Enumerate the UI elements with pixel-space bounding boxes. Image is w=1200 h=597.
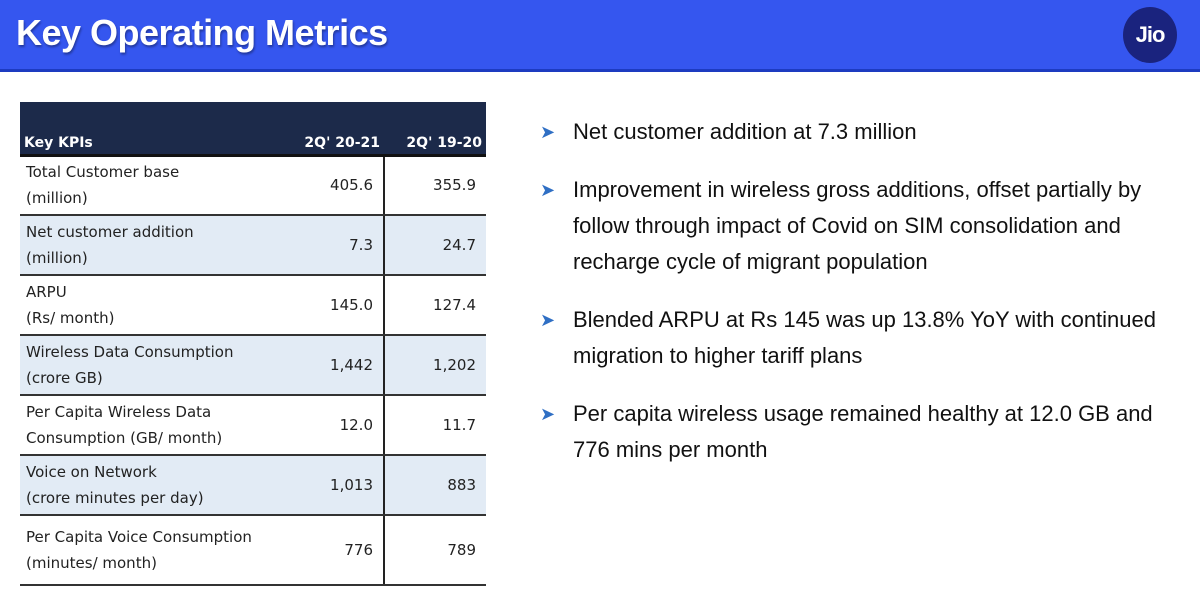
value-previous: 24.7 [383, 215, 486, 276]
kpi-name: Voice on Network [26, 463, 157, 481]
bullet-item: ➤ Net customer addition at 7.3 million [540, 114, 1180, 150]
kpi-unit: (crore GB) [26, 369, 103, 387]
kpi-label: Net customer addition (million) [20, 215, 282, 276]
column-header-previous: 2Q' 19-20 [384, 102, 486, 157]
kpi-label: Per Capita Wireless Data Consumption (GB/… [20, 395, 282, 456]
arrow-bullet-icon: ➤ [540, 180, 556, 200]
table-row: Per Capita Wireless Data Consumption (GB/… [20, 395, 486, 456]
column-header-kpi: Key KPIs [20, 102, 282, 157]
table-row: Per Capita Voice Consumption (minutes/ mo… [20, 515, 486, 586]
value-previous: 355.9 [383, 155, 486, 216]
kpi-label: Total Customer base (million) [20, 155, 282, 216]
kpi-unit: Consumption (GB/ month) [26, 429, 223, 447]
value-current: 1,013 [282, 455, 384, 516]
bullet-text: Per capita wireless usage remained healt… [573, 401, 1153, 462]
arrow-bullet-icon: ➤ [540, 404, 556, 424]
value-current: 1,442 [282, 335, 384, 396]
value-current: 776 [282, 515, 384, 586]
kpi-label: Per Capita Voice Consumption (minutes/ mo… [20, 515, 282, 586]
table-row: Net customer addition (million) 7.3 24.7 [20, 215, 486, 276]
kpi-name: Per Capita Wireless Data [26, 403, 212, 421]
value-current: 12.0 [282, 395, 384, 456]
kpi-unit: (million) [26, 249, 88, 267]
bullet-text: Net customer addition at 7.3 million [573, 119, 917, 144]
value-previous: 11.7 [383, 395, 486, 456]
kpi-label: ARPU (Rs/ month) [20, 275, 282, 336]
title-bar: Key Operating Metrics Jio [0, 0, 1200, 72]
slide-title: Key Operating Metrics [16, 12, 388, 53]
kpi-name: Wireless Data Consumption [26, 343, 234, 361]
value-previous: 789 [383, 515, 486, 586]
bullet-text: Improvement in wireless gross additions,… [573, 177, 1142, 274]
bullet-list: ➤ Net customer addition at 7.3 million ➤ Im… [540, 114, 1180, 490]
value-previous: 1,202 [383, 335, 486, 396]
kpi-unit: (minutes/ month) [26, 554, 157, 572]
kpi-unit: (million) [26, 189, 88, 208]
kpi-unit: (crore minutes per day) [26, 489, 204, 507]
table-row: Total Customer base (million) 405.6 355.9 [20, 155, 486, 216]
bullet-item: ➤ Improvement in wireless gross additions… [540, 172, 1180, 280]
value-current: 7.3 [282, 215, 384, 276]
bullet-item: ➤ Blended ARPU at Rs 145 was up 13.8% YoY… [540, 302, 1180, 374]
jio-logo: Jio [1123, 7, 1177, 63]
kpi-name: Per Capita Voice Consumption [26, 528, 252, 546]
arrow-bullet-icon: ➤ [540, 310, 556, 330]
table-row: ARPU (Rs/ month) 145.0 127.4 [20, 275, 486, 336]
kpi-name: Net customer addition [26, 223, 194, 241]
kpi-label: Voice on Network (crore minutes per day) [20, 455, 282, 516]
value-previous: 127.4 [383, 275, 486, 336]
kpi-name: ARPU [26, 283, 67, 301]
value-current: 145.0 [282, 275, 384, 336]
table-row: Voice on Network (crore minutes per day) … [20, 455, 486, 516]
bullet-text: Blended ARPU at Rs 145 was up 13.8% YoY … [573, 307, 1156, 368]
column-header-current: 2Q' 20-21 [282, 102, 384, 157]
kpi-unit: (Rs/ month) [26, 309, 115, 327]
value-previous: 883 [383, 455, 486, 516]
kpi-table: Key KPIs 2Q' 20-21 2Q' 19-20 Total Custo… [20, 102, 486, 586]
arrow-bullet-icon: ➤ [540, 122, 556, 142]
kpi-label: Wireless Data Consumption (crore GB) [20, 335, 282, 396]
value-current: 405.6 [282, 155, 384, 216]
table-row: Wireless Data Consumption (crore GB) 1,44… [20, 335, 486, 396]
kpi-name: Total Customer base [26, 163, 180, 182]
bullet-item: ➤ Per capita wireless usage remained heal… [540, 396, 1180, 468]
